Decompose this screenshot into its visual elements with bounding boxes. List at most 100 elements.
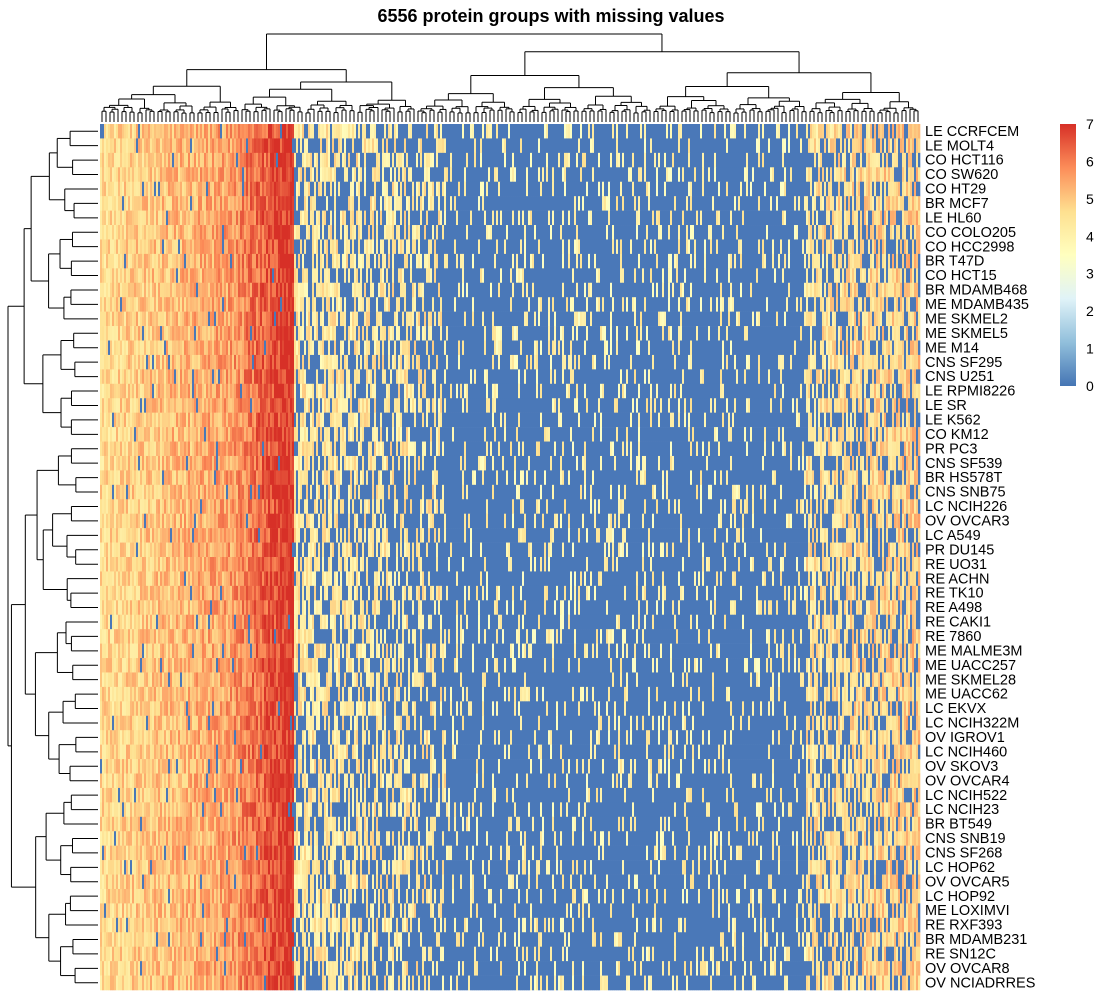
heatmap-cell [242,153,244,168]
heatmap-cell [706,196,708,211]
heatmap-cell [710,167,712,182]
heatmap-cell [344,182,346,197]
heatmap-cell [804,196,806,211]
heatmap-cell [286,225,288,240]
heatmap-cell [178,239,180,254]
heatmap-cell [438,153,440,168]
heatmap-cell [180,225,182,240]
heatmap-cell [402,167,404,182]
heatmap-cell [620,225,622,240]
heatmap-cell [788,138,790,153]
heatmap-cell [764,239,766,254]
heatmap-cell [156,153,158,168]
heatmap-cell [676,239,678,254]
heatmap-cell [306,239,308,254]
heatmap-cell [442,124,444,139]
heatmap-cell [542,167,544,182]
heatmap-cell [694,167,696,182]
heatmap-cell [860,196,862,211]
heatmap-cell [404,211,406,226]
heatmap-cell [472,225,474,240]
heatmap-cell [210,239,212,254]
heatmap-cell [464,153,466,168]
heatmap-cell [338,239,340,254]
heatmap-cell [100,225,102,240]
heatmap-cell [200,225,202,240]
heatmap-cell [224,239,226,254]
heatmap-cell [336,124,338,139]
heatmap-cell [664,211,666,226]
heatmap-cell [892,182,894,197]
heatmap-cell [778,225,780,240]
heatmap-cell [282,225,284,240]
heatmap-cell [378,254,380,269]
heatmap-cell [532,167,534,182]
heatmap-cell [212,167,214,182]
heatmap-cell [204,153,206,168]
heatmap-cell [358,138,360,153]
heatmap-cell [656,182,658,197]
heatmap-cell [416,211,418,226]
heatmap-cell [468,182,470,197]
heatmap-cell [142,167,144,182]
heatmap-cell [800,153,802,168]
heatmap-cell [782,124,784,139]
heatmap-cell [176,225,178,240]
heatmap-cell [246,254,248,269]
heatmap-cell [122,254,124,269]
heatmap-cell [296,211,298,226]
heatmap-cell [638,225,640,240]
heatmap-cell [344,153,346,168]
heatmap-cell [762,138,764,153]
heatmap-cell [454,167,456,182]
heatmap-cell [382,138,384,153]
heatmap-cell [244,167,246,182]
heatmap-cell [142,196,144,211]
heatmap-cell [250,254,252,269]
heatmap-cell [126,196,128,211]
heatmap-cell [162,138,164,153]
heatmap-cell [784,153,786,168]
heatmap-cell [702,254,704,269]
heatmap-cell [894,254,896,269]
heatmap-cell [136,167,138,182]
heatmap-cell [104,182,106,197]
heatmap-cell [430,182,432,197]
heatmap-cell [338,182,340,197]
heatmap-cell [608,254,610,269]
heatmap-cell [636,138,638,153]
heatmap-cell [878,225,880,240]
heatmap-cell [674,239,676,254]
heatmap-cell [822,153,824,168]
heatmap-cell [534,254,536,269]
heatmap-cell [344,167,346,182]
heatmap-cell [818,225,820,240]
heatmap-cell [750,239,752,254]
heatmap-cell [176,167,178,182]
heatmap-cell [532,182,534,197]
heatmap-cell [782,153,784,168]
heatmap-cell [412,254,414,269]
heatmap-cell [470,239,472,254]
heatmap-cell [254,196,256,211]
heatmap-cell [754,153,756,168]
heatmap-cell [628,239,630,254]
heatmap-cell [788,182,790,197]
heatmap-cell [800,124,802,139]
heatmap-cell [860,138,862,153]
heatmap-cell [600,167,602,182]
heatmap-cell [218,153,220,168]
heatmap-cell [280,196,282,211]
heatmap-cell [402,211,404,226]
heatmap-cell [702,167,704,182]
heatmap-cell [108,196,110,211]
heatmap-cell [674,167,676,182]
heatmap-cell [556,225,558,240]
heatmap-cell [752,196,754,211]
heatmap-cell [272,138,274,153]
heatmap-cell [246,268,248,283]
heatmap-cell [268,254,270,269]
heatmap-cell [908,124,910,139]
heatmap-cell [244,182,246,197]
heatmap-cell [132,254,134,269]
